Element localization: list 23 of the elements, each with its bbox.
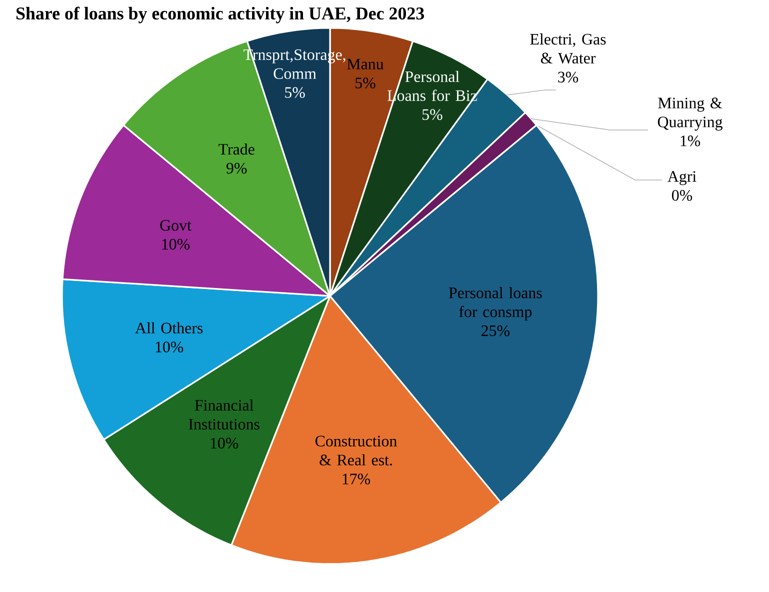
slice-label: Manu xyxy=(347,58,384,70)
slice-label: Construction & Real est. xyxy=(315,436,397,466)
data-label: 5% xyxy=(356,78,376,88)
slice-label: All Others xyxy=(135,322,203,334)
slice-label: Mining & Quarrying xyxy=(658,98,722,131)
data-label: 10% xyxy=(210,438,238,449)
slice-label: Personal loans for consmp xyxy=(448,287,542,320)
data-label: 3% xyxy=(558,72,578,83)
slice-label: Financial Institutions xyxy=(188,399,260,430)
category-label: Agri xyxy=(668,171,696,186)
data-label: 9% xyxy=(226,162,247,174)
text: 0% xyxy=(672,190,692,201)
data-label: 5% xyxy=(285,87,305,98)
slice-label: Trade xyxy=(218,143,254,155)
data-label: 25% xyxy=(482,325,510,336)
data-label: 1% xyxy=(680,136,700,146)
slice-label: Electri, Gas & Water xyxy=(530,33,606,64)
data-label: 10% xyxy=(162,238,190,250)
chart-title: Share of loans by economic activity in UAE, Dec 2023 xyxy=(16,6,424,24)
data-label: 10% xyxy=(156,342,184,352)
slice-label: Govt xyxy=(160,220,192,231)
data-label: 17% xyxy=(342,474,370,484)
data-label: 5% xyxy=(422,109,442,120)
